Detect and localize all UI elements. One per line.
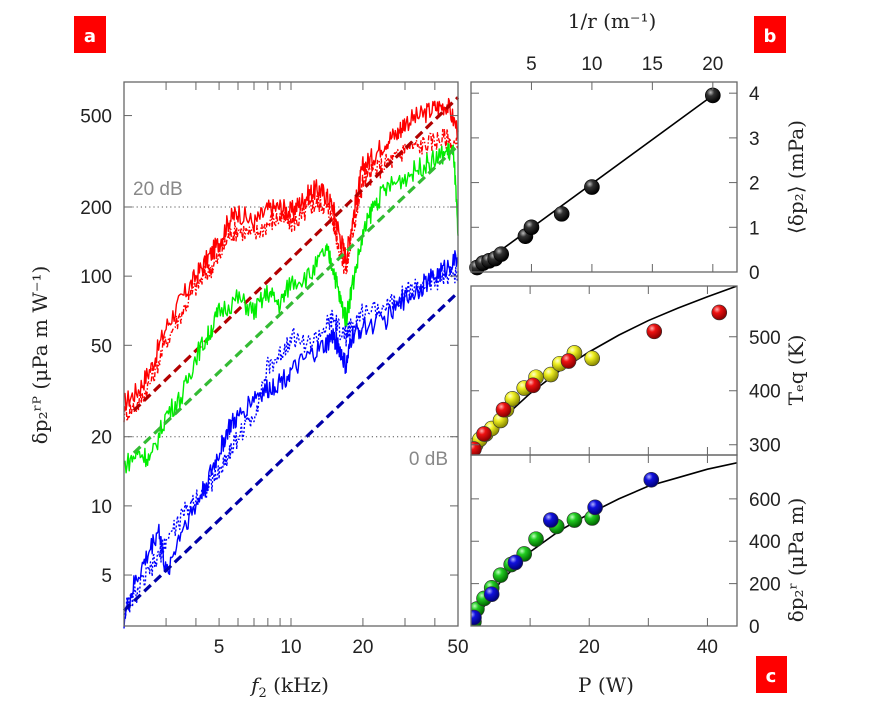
series-green-fit — [132, 144, 460, 455]
reference-lines — [124, 206, 458, 438]
data-point-blue — [507, 554, 524, 571]
svg-text:c: c — [766, 666, 777, 687]
series-blue-measured-1 — [123, 250, 458, 629]
x-tick-label: 5 — [214, 637, 225, 658]
panel-c-top-right-label: Tₑq (K) — [784, 335, 808, 406]
y-tick-label: 50 — [91, 336, 112, 357]
svg-text:a: a — [84, 26, 96, 47]
panel-b: 5 10 15 20 0 1 2 3 4 1/r (m⁻¹) ⟨δp₂⟩ (mPa) — [469, 9, 808, 284]
data-point — [584, 179, 600, 195]
y-tick-label: 100 — [80, 267, 112, 288]
panel-b-right-label: ⟨δp₂⟩ (mPa) — [784, 120, 808, 234]
data-point-blue — [471, 609, 482, 626]
panel-b-content — [469, 87, 721, 276]
panel-b-frame — [470, 81, 738, 273]
series-blue-measured-2 — [123, 265, 459, 619]
y-tick-label: 2 — [749, 174, 760, 195]
x-tick-label: 20 — [702, 54, 723, 75]
panel-a-ticks: 5 10 20 50 100 200 500 5 10 20 50 — [80, 82, 469, 658]
panel-c-top: 300 400 500 Tₑq (K) — [470, 285, 808, 457]
svg-text:b: b — [764, 26, 777, 47]
db0-label: 0 dB — [409, 449, 448, 470]
panel-c-bottom-ticks: 0 200 400 600 20 40 — [471, 455, 781, 658]
y-tick-label: 20 — [91, 428, 112, 449]
panel-a: 5 10 20 50 100 200 500 5 10 20 50 20 dB 0 dB f2 (k… — [28, 81, 469, 701]
panel-b-top-label: 1/r (m⁻¹) — [568, 9, 657, 33]
panel-c-top-content — [471, 286, 737, 455]
fit-line — [471, 462, 737, 626]
y-tick-label: 200 — [80, 198, 112, 219]
data-point-red — [560, 353, 577, 369]
panel-a-frame — [123, 81, 459, 627]
data-point-yellow — [504, 391, 521, 407]
y-tick-label: 0 — [749, 263, 760, 284]
y-tick-label: 400 — [749, 382, 781, 403]
y-tick-label: 500 — [80, 107, 112, 128]
db20-label: 20 dB — [133, 179, 183, 200]
data-point — [523, 219, 540, 236]
y-tick-label: 10 — [91, 497, 112, 518]
data-point-yellow — [584, 350, 600, 367]
data-point-green — [566, 512, 583, 528]
data-point-green — [492, 567, 509, 583]
series-blue-fit — [122, 291, 460, 612]
y-tick-label: 600 — [749, 490, 781, 511]
x-tick-label: 15 — [642, 54, 663, 75]
y-tick-label: 3 — [749, 129, 760, 150]
data-point-red — [471, 441, 482, 455]
panel-b-ticks: 5 10 15 20 0 1 2 3 4 — [471, 54, 760, 284]
x-tick-label: 20 — [352, 637, 373, 658]
panel-b-badge: b — [754, 16, 786, 53]
y-tick-label: 0 — [749, 617, 760, 638]
data-point — [493, 246, 510, 262]
data-point-blue — [542, 512, 559, 528]
y-tick-label: 4 — [749, 84, 760, 105]
y-tick-label: 200 — [749, 575, 781, 596]
data-point-blue — [643, 471, 660, 488]
panel-a-series — [122, 96, 460, 629]
series-green-measured — [123, 142, 459, 474]
y-tick-label: 400 — [749, 532, 781, 553]
y-tick-label: 500 — [749, 328, 781, 349]
panel-c-badge: c — [756, 656, 787, 693]
panel-c-bottom-frame — [470, 454, 738, 627]
data-point-red — [476, 426, 492, 442]
panel-a-xlabel: f2 (kHz) — [249, 673, 329, 701]
panel-a-badge: a — [74, 16, 106, 53]
y-tick-label: 1 — [749, 218, 760, 239]
data-point-yellow — [542, 366, 559, 383]
panel-c-bottom: 0 200 400 600 20 40 δp₂ʳ (μPa m) P (W) — [470, 454, 808, 697]
x-tick-label: 50 — [447, 637, 468, 658]
y-tick-label: 300 — [749, 436, 781, 457]
x-tick-label: 10 — [280, 637, 301, 658]
data-point-red — [495, 401, 512, 418]
x-tick-label: 40 — [697, 637, 718, 658]
data-point-red — [525, 377, 541, 394]
panel-c-bottom-right-label: δp₂ʳ (μPa m) — [784, 498, 808, 623]
panel-c-xlabel: P (W) — [578, 673, 634, 697]
series-red-measured-2 — [123, 128, 459, 423]
x-tick-label: 10 — [581, 54, 602, 75]
data-point-blue — [483, 586, 500, 603]
data-point-red — [646, 323, 663, 340]
series-red-fit — [132, 96, 460, 412]
panel-c-bottom-content — [471, 462, 737, 626]
y-tick-label: 5 — [101, 566, 112, 587]
x-tick-label: 5 — [526, 54, 537, 75]
panel-c-top-frame — [470, 285, 738, 456]
data-point — [553, 206, 570, 222]
data-point-green — [528, 531, 544, 547]
data-point-blue — [587, 499, 603, 516]
fit-line — [471, 286, 737, 452]
data-point — [705, 87, 721, 104]
panel-a-ylabel: δp₂ʳᴾ (μPa m W⁻¹) — [28, 266, 52, 445]
x-tick-label: 20 — [579, 637, 600, 658]
panel-c-top-ticks: 300 400 500 — [471, 286, 781, 457]
data-point-red — [711, 304, 728, 321]
